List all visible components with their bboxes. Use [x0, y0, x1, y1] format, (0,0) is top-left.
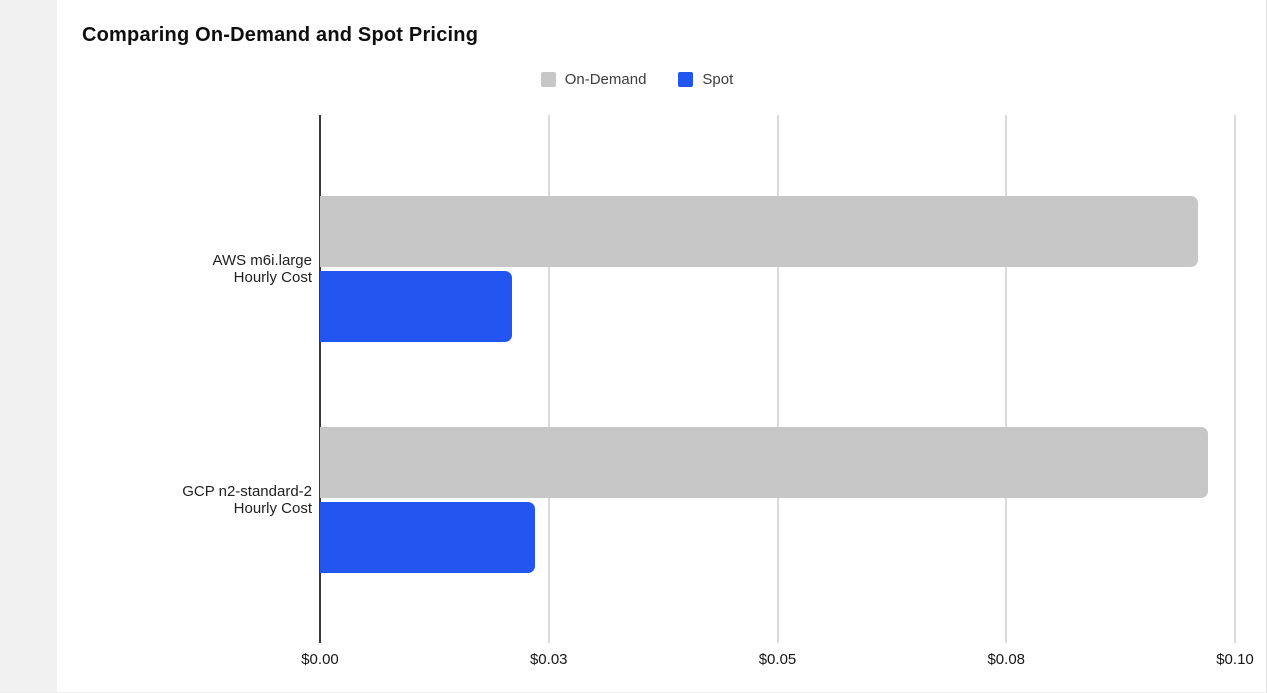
legend-item-on-demand: On-Demand — [540, 71, 647, 88]
legend-label: On-Demand — [564, 71, 647, 88]
y-category-label-line: GCP n2-standard-2 — [182, 483, 312, 500]
gridline — [547, 115, 550, 643]
chart-title: Comparing On-Demand and Spot Pricing — [82, 24, 479, 46]
legend-swatch-icon — [678, 72, 694, 87]
x-tick-label: $0.10 — [1216, 651, 1254, 668]
x-tick-label: $0.05 — [758, 651, 797, 668]
y-axis-line — [319, 115, 321, 643]
gridline — [1234, 115, 1236, 643]
y-category-label-line: AWS m6i.large — [212, 252, 312, 269]
legend-label: Spot — [702, 71, 734, 88]
chart-legend: On-Demand Spot — [57, 71, 1217, 88]
y-category-label-line: Hourly Cost — [233, 500, 312, 517]
legend-item-spot: Spot — [678, 71, 733, 88]
chart-card[interactable]: Comparing On-Demand and Spot Pricing On-… — [57, 0, 1266, 692]
bar-spot-0 — [320, 271, 512, 342]
x-tick-label: $0.00 — [301, 651, 339, 668]
y-category-label-line: Hourly Cost — [233, 269, 312, 286]
gridline — [1005, 115, 1008, 643]
sidebar-strip — [0, 0, 57, 692]
y-category-label: AWS m6i.large Hourly Cost — [100, 252, 312, 286]
bar-on-demand-0 — [320, 196, 1198, 267]
y-category-label: GCP n2-standard-2 Hourly Cost — [100, 483, 312, 517]
gridline — [776, 115, 779, 643]
x-tick-label: $0.08 — [987, 651, 1026, 668]
bar-spot-1 — [320, 502, 535, 573]
bar-on-demand-1 — [320, 427, 1208, 498]
x-tick-label: $0.03 — [529, 651, 568, 668]
legend-swatch-icon — [540, 72, 556, 87]
